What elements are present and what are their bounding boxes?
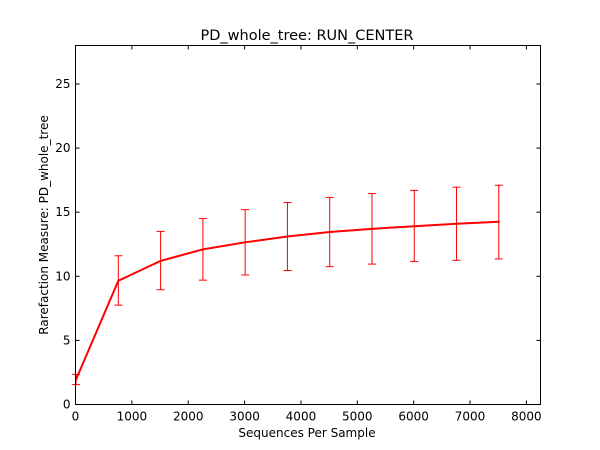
line-layer bbox=[75, 220, 500, 381]
y-tick-label: 15 bbox=[55, 205, 70, 219]
chart-title: PD_whole_tree: RUN_CENTER bbox=[201, 28, 414, 44]
data-point bbox=[328, 231, 331, 234]
y-axis-label: Rarefaction Measure: PD_whole_tree bbox=[37, 115, 51, 334]
data-point bbox=[286, 235, 289, 238]
data-point bbox=[159, 259, 162, 262]
data-point bbox=[117, 279, 120, 282]
x-tick-label: 7000 bbox=[455, 410, 486, 424]
data-point bbox=[497, 220, 500, 223]
y-tick-label: 20 bbox=[55, 141, 70, 155]
x-tick-label: 3000 bbox=[229, 410, 260, 424]
x-tick-label: 4000 bbox=[286, 410, 317, 424]
x-tick-label: 1000 bbox=[117, 410, 148, 424]
y-tick-label: 10 bbox=[55, 269, 70, 283]
x-axis-label: Sequences Per Sample bbox=[238, 426, 375, 440]
y-tick-label: 5 bbox=[63, 333, 71, 347]
errorbar-layer bbox=[72, 184, 503, 386]
data-point bbox=[455, 222, 458, 225]
data-point bbox=[201, 248, 204, 251]
ticks-layer: 0 1000 2000 3000 4000 5000 6000 7000 8000 0 5 10 15 2… bbox=[55, 45, 542, 424]
x-tick-label: 5000 bbox=[342, 410, 373, 424]
data-point bbox=[413, 225, 416, 228]
y-tick-label: 0 bbox=[63, 398, 71, 412]
y-tick-label: 25 bbox=[55, 77, 70, 91]
x-tick-label: 2000 bbox=[173, 410, 204, 424]
x-tick-label: 6000 bbox=[398, 410, 429, 424]
x-tick-label: 8000 bbox=[511, 410, 542, 424]
x-tick-label: 0 bbox=[72, 410, 80, 424]
data-point bbox=[244, 241, 247, 244]
data-point bbox=[370, 227, 373, 230]
plot-frame bbox=[75, 45, 541, 405]
